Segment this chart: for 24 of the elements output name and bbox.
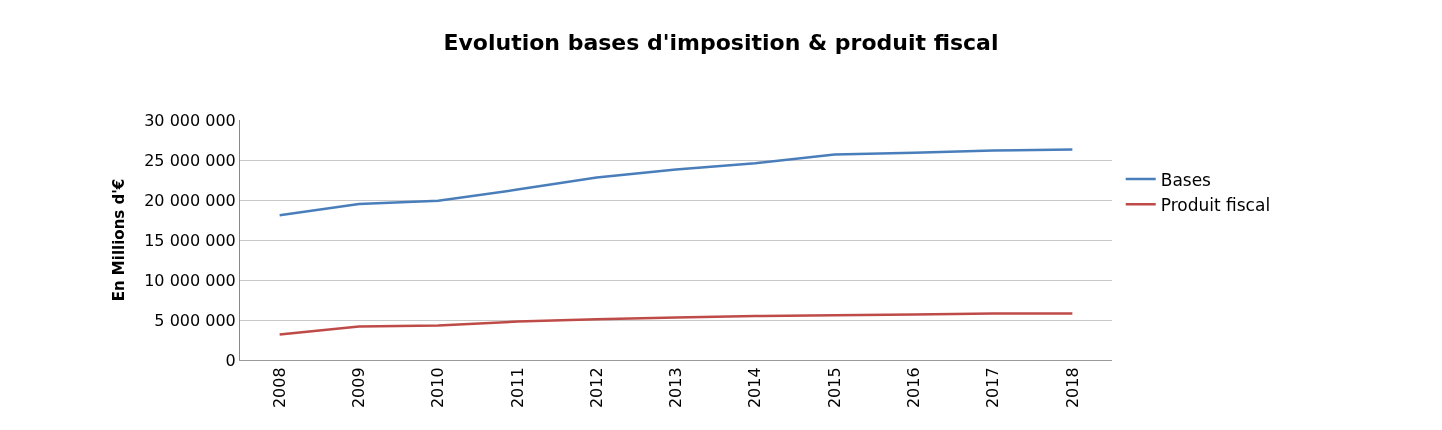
y-tick-label: 5 000 000 bbox=[154, 310, 236, 330]
line-series bbox=[278, 148, 1074, 217]
chart-title: Evolution bases d'imposition & produit fiscal bbox=[443, 29, 999, 55]
x-tick-label: 2017 bbox=[983, 367, 1003, 409]
x-tick-label: 2011 bbox=[507, 367, 527, 409]
x-tick-label: 2008 bbox=[269, 367, 289, 409]
legend-label: Bases bbox=[1160, 169, 1212, 190]
y-axis-title: En Millions d'€ bbox=[110, 178, 129, 302]
x-tick-label: 2018 bbox=[1062, 367, 1082, 409]
y-tick-label: 0 bbox=[225, 350, 236, 370]
y-tick-label: 25 000 000 bbox=[144, 150, 236, 170]
y-tick-label: 30 000 000 bbox=[144, 110, 236, 130]
x-tick-label: 2010 bbox=[428, 367, 448, 409]
x-tick-label: 2016 bbox=[904, 367, 924, 409]
line-series bbox=[278, 312, 1074, 336]
y-tick-label: 20 000 000 bbox=[144, 190, 236, 210]
y-tick-label: 15 000 000 bbox=[144, 230, 236, 250]
x-tick-label: 2012 bbox=[586, 367, 606, 409]
x-tick-label: 2013 bbox=[666, 367, 686, 409]
legend-label: Produit fiscal bbox=[1160, 194, 1271, 215]
x-tick-label: 2015 bbox=[824, 367, 844, 409]
x-tick-label: 2009 bbox=[349, 367, 369, 409]
x-tick-label: 2014 bbox=[745, 367, 765, 409]
y-tick-label: 10 000 000 bbox=[144, 270, 236, 290]
